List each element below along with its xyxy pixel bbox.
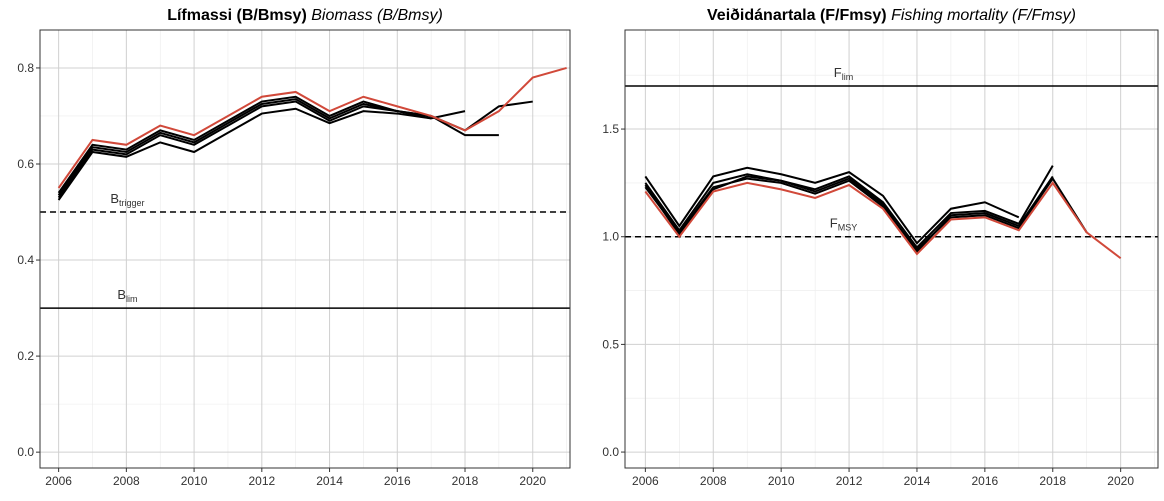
panel: Lífmassi (B/Bmsy) Biomass (B/Bmsy) 2006 20… [17,7,571,488]
y-tick-label: 0.4 [17,253,34,267]
chart-title: Veiðidánartala (F/Fmsy) Fishing mortalit… [707,7,1076,24]
x-tick-label: 2010 [768,474,795,488]
y-tick-label: 0.2 [17,349,34,363]
label-sub: lim [126,294,138,304]
reference-label: Btrigger [110,191,144,208]
x-tick-label: 2014 [904,474,931,488]
chart-title: Lífmassi (B/Bmsy) Biomass (B/Bmsy) [167,7,443,24]
x-tick-label: 2008 [113,474,140,488]
x-tick-label: 2016 [972,474,999,488]
label-sub: lim [842,72,854,82]
x-tick-label: 2014 [316,474,343,488]
x-tick-label: 2006 [632,474,659,488]
series-line [644,166,1020,245]
reference-label: Flim [834,65,853,82]
x-tick-label: 2020 [1107,474,1134,488]
series-line [57,107,432,201]
y-tick-label: 1.5 [602,122,619,136]
reference-label: Blim [117,287,137,304]
series-line [644,165,1054,250]
y-tick-label: 0.8 [17,61,34,75]
x-tick-label: 2016 [384,474,411,488]
x-tick-label: 2012 [248,474,275,488]
x-tick-label: 2008 [700,474,727,488]
y-tick-label: 0.0 [602,445,619,459]
series-line [644,181,1122,260]
label-main: F [834,65,842,80]
title-main: Lífmassi (B/Bmsy) [167,7,307,24]
plot-border [39,29,571,469]
title-main: Veiðidánartala (F/Fmsy) [707,7,887,24]
plot-border [624,29,1159,469]
title-sub: Biomass (B/Bmsy) [311,7,443,24]
plot-background [625,30,1158,468]
label-main: B [110,191,119,206]
panel: Veiðidánartala (F/Fmsy) Fishing mortalit… [602,7,1159,488]
y-tick-label: 1.0 [602,230,619,244]
x-tick-label: 2012 [836,474,863,488]
title-sub: Fishing mortality (F/Fmsy) [891,7,1076,24]
label-main: B [117,287,126,302]
x-tick-label: 2006 [45,474,72,488]
x-tick-label: 2020 [519,474,546,488]
label-main: F [830,216,838,231]
y-tick-label: 0.5 [602,337,619,351]
x-tick-label: 2010 [181,474,208,488]
label-sub: MSY [838,223,858,233]
x-tick-label: 2018 [1039,474,1066,488]
label-sub: trigger [119,198,145,208]
x-tick-label: 2018 [452,474,479,488]
series-line [57,66,567,189]
series-line [644,176,1088,252]
y-tick-label: 0.6 [17,157,34,171]
series-line [644,175,1054,254]
y-tick-label: 0.0 [17,445,34,459]
plot-background [40,30,570,468]
reference-label: FMSY [830,216,857,233]
